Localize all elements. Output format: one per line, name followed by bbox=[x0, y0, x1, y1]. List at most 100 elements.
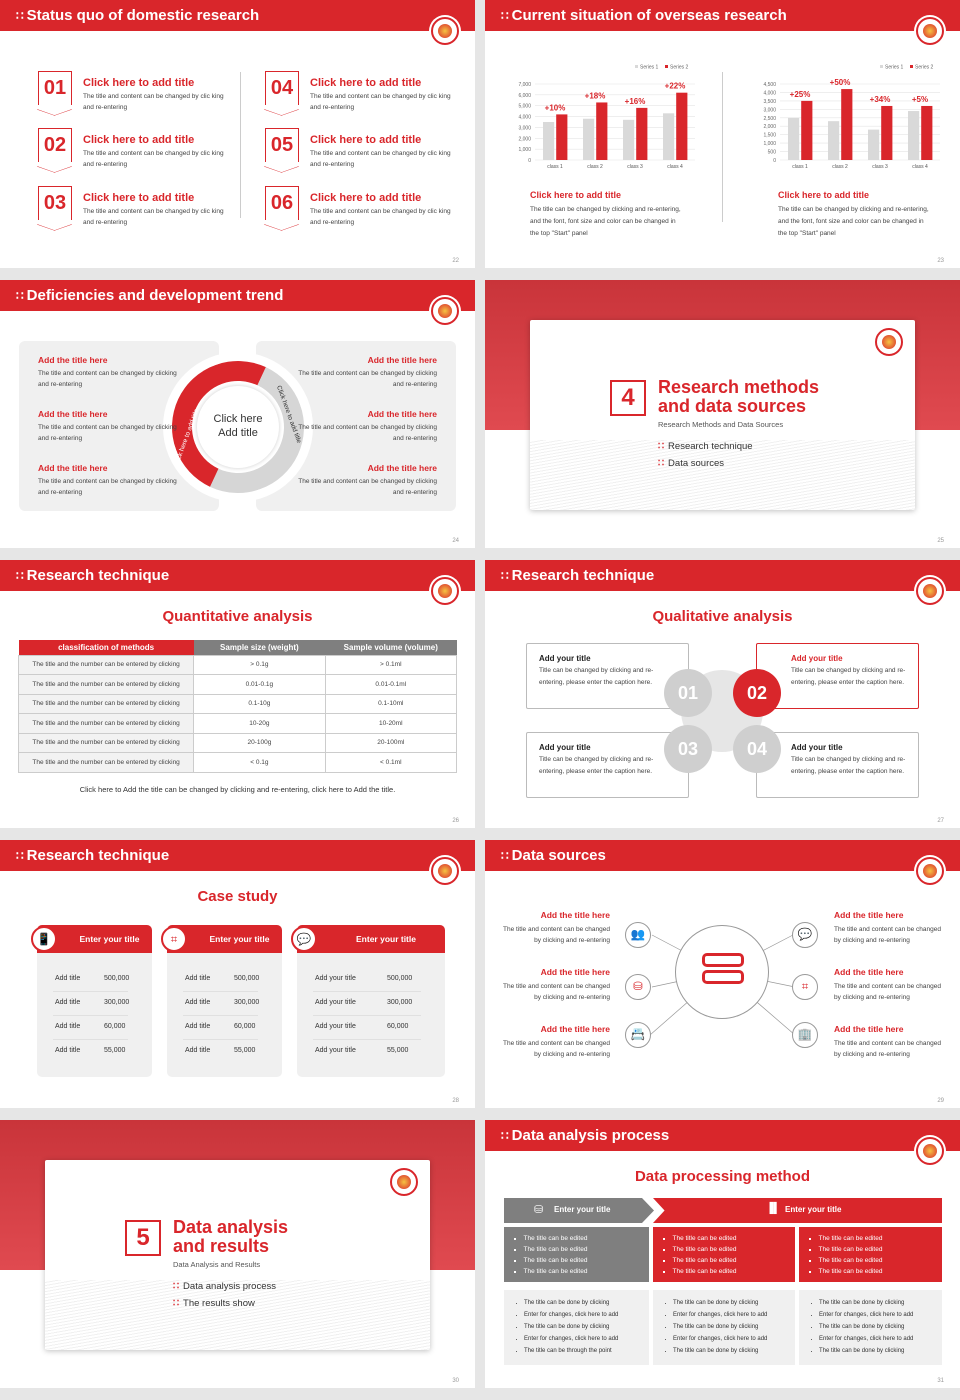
number-badge: 01 bbox=[38, 71, 72, 105]
card-title[interactable]: Enter your title bbox=[209, 934, 270, 944]
item-body: The title and content can be changed by … bbox=[83, 150, 224, 168]
y-tick-label: 4,000 bbox=[763, 90, 776, 96]
item-title[interactable]: Add the title here bbox=[367, 355, 437, 365]
row-label: Add title bbox=[185, 999, 211, 1006]
row-label: Add title bbox=[185, 1047, 211, 1054]
university-logo-icon bbox=[431, 297, 459, 325]
bar-chart: 0 1,000 2,000 3,000 4,000 5,000 6,000 7,000 clas… bbox=[518, 65, 695, 170]
bottom-box: The title can be done by clickingEnter f… bbox=[504, 1290, 649, 1365]
slide-title: Status quo of domestic research bbox=[26, 7, 260, 24]
item-title[interactable]: Add the title here bbox=[834, 967, 904, 977]
section-subtitle: Research Methods and Data Sources bbox=[658, 420, 784, 429]
page-number: 23 bbox=[937, 258, 944, 264]
row-divider bbox=[313, 1039, 421, 1040]
info-card[interactable]: Add your title Title can be changed by cl… bbox=[526, 643, 689, 709]
y-tick-label: 3,000 bbox=[763, 107, 776, 113]
section-bullet[interactable]: ∷ Data analysis process bbox=[173, 1281, 276, 1292]
chat-icon: 💬 bbox=[792, 922, 818, 948]
list-item[interactable]: 05 Click here to add title The title and c… bbox=[265, 128, 465, 173]
center-title-2[interactable]: Add title bbox=[218, 427, 258, 439]
university-logo-icon bbox=[431, 577, 459, 605]
row-divider bbox=[53, 991, 128, 992]
item-title[interactable]: Add the title here bbox=[38, 355, 108, 365]
table-header-row: classification of methods Sample size (we… bbox=[18, 640, 457, 655]
table-cell: 0.01-0.1g bbox=[193, 674, 326, 695]
section-bullet[interactable]: ∷ Research technique bbox=[658, 441, 753, 452]
legend-label: Series 1 bbox=[885, 65, 904, 71]
column-header: classification of methods bbox=[18, 640, 194, 655]
item-title[interactable]: Add the title here bbox=[367, 409, 437, 419]
block-title: Click here to add title bbox=[778, 190, 870, 200]
item-title[interactable]: Add the title here bbox=[38, 409, 108, 419]
grid-dots-icon: ∷ bbox=[658, 458, 665, 469]
building-icon: 🏢 bbox=[792, 1022, 818, 1048]
case-card: Enter your title Add your title 500,000 Add… bbox=[297, 925, 445, 1077]
slide-title: Data sources bbox=[511, 847, 606, 864]
section-bullet[interactable]: ∷ The results show bbox=[173, 1298, 255, 1309]
item-title[interactable]: Add the title here bbox=[367, 463, 437, 473]
item-title[interactable]: Add the title here bbox=[540, 967, 610, 977]
item-title[interactable]: Add the title here bbox=[540, 1024, 610, 1034]
bottom-bullet: Enter for changes, click here to add bbox=[811, 1309, 942, 1321]
university-logo-icon bbox=[916, 857, 944, 885]
y-tick-label: 6,000 bbox=[518, 93, 531, 99]
list-item[interactable]: 03 Click here to add title The title and c… bbox=[38, 186, 238, 231]
center-title-1[interactable]: Click here bbox=[213, 413, 263, 425]
row-label: Add your title bbox=[315, 975, 356, 982]
item-body: The title and content can be changed by … bbox=[834, 1040, 941, 1058]
number-badge: 06 bbox=[265, 186, 299, 220]
bar-1 bbox=[663, 113, 675, 160]
list-item[interactable]: 01 Click here to add title The title and c… bbox=[38, 71, 238, 116]
item-title[interactable]: Add the title here bbox=[834, 910, 904, 920]
table-cell: The title and the number can be entered … bbox=[17, 752, 195, 773]
card-body: Title can be changed by clicking and re-… bbox=[539, 756, 654, 775]
item-title[interactable]: Add the title here bbox=[540, 910, 610, 920]
table-cell: < 0.1ml bbox=[324, 752, 458, 773]
row-label: Add title bbox=[55, 999, 81, 1006]
legend-label: Series 2 bbox=[915, 65, 934, 71]
header-left-label[interactable]: Enter your title bbox=[554, 1205, 611, 1214]
row-value: 60,000 bbox=[234, 1023, 256, 1030]
slide-header: ∷ Deficiencies and development trend bbox=[0, 280, 475, 311]
slide-header: ∷ Data sources bbox=[485, 840, 960, 871]
slide-25: 25 4 Research methods and data sources Resea… bbox=[485, 280, 960, 548]
grid-dots-icon: ∷ bbox=[16, 9, 24, 23]
database-icon: ⛁ bbox=[534, 1204, 544, 1216]
number-badge: 05 bbox=[265, 128, 299, 162]
y-tick-label: 4,000 bbox=[518, 115, 531, 121]
page-number: 27 bbox=[937, 818, 944, 824]
item-body: The title and content can be changed by … bbox=[310, 208, 451, 226]
card-title: Add your title bbox=[539, 654, 591, 663]
profile-card-icon: 📇 bbox=[625, 1022, 651, 1048]
item-body: The title and content can be changed by … bbox=[298, 370, 437, 388]
case-card: Enter your title Add title 500,000 Add titl… bbox=[167, 925, 282, 1077]
item-title[interactable]: Add the title here bbox=[834, 1024, 904, 1034]
table-row: The title and the number can be entered … bbox=[17, 654, 458, 675]
list-item[interactable]: 04 Click here to add title The title and c… bbox=[265, 71, 465, 116]
info-card[interactable]: Add your title Title can be changed by cl… bbox=[756, 732, 919, 798]
university-logo-icon bbox=[431, 17, 459, 45]
slide-title: Research technique bbox=[511, 567, 655, 584]
card-title[interactable]: Enter your title bbox=[356, 934, 416, 944]
item-title: Click here to add title bbox=[83, 77, 195, 89]
x-tick-label: class 1 bbox=[547, 164, 563, 170]
people-icon: 👥 bbox=[625, 922, 651, 948]
top-bullet: The title can be edited bbox=[809, 1244, 942, 1255]
grid-dots-icon: ∷ bbox=[501, 1129, 509, 1143]
item-title: Click here to add title bbox=[83, 134, 195, 146]
database-icon: ⛁ bbox=[625, 974, 651, 1000]
table-footer-note: Click here to Add the title can be chang… bbox=[79, 785, 396, 794]
legend-label: Series 2 bbox=[670, 65, 689, 71]
slide-heading: Data processing method bbox=[634, 1168, 811, 1185]
item-title[interactable]: Add the title here bbox=[38, 463, 108, 473]
list-item[interactable]: 06 Click here to add title The title and c… bbox=[265, 186, 465, 231]
card-title[interactable]: Enter your title bbox=[79, 934, 140, 944]
section-bullet[interactable]: ∷ Data sources bbox=[658, 458, 724, 469]
list-item[interactable]: 02 Click here to add title The title and c… bbox=[38, 128, 238, 173]
item-title: Click here to add title bbox=[310, 192, 422, 204]
section-title-line1: Research methods bbox=[658, 377, 820, 397]
row-value: 300,000 bbox=[387, 999, 413, 1006]
info-card[interactable]: Add your title Title can be changed by cl… bbox=[756, 643, 919, 709]
bar-2 bbox=[596, 102, 608, 160]
header-right-label[interactable]: Enter your title bbox=[785, 1205, 842, 1214]
